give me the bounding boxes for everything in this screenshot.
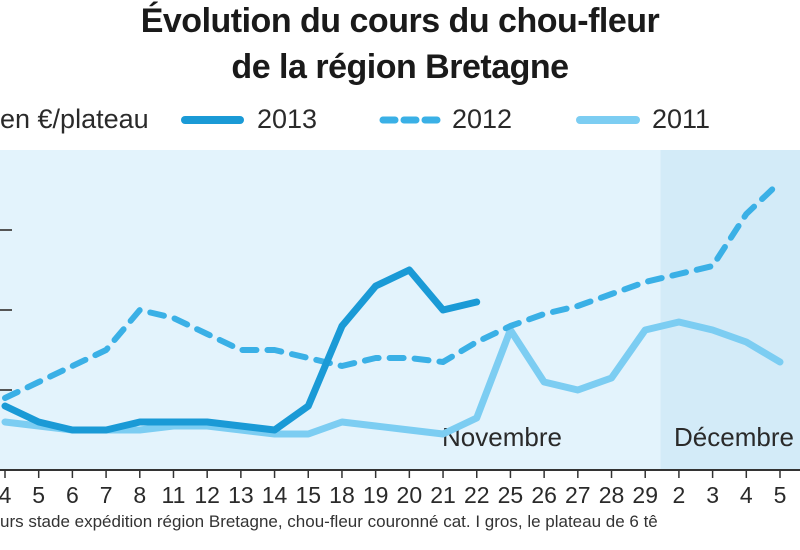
chart-title-line1: Évolution du cours du chou-fleur [140,2,660,40]
x-tick-label: 13 [228,482,254,508]
x-tick-label: 21 [430,482,456,508]
x-tick-label: 29 [632,482,658,508]
month-label-december: Décembre [674,422,794,452]
x-tick-label: 22 [464,482,490,508]
legend-label-2011: 2011 [652,104,711,134]
x-tick-label: 7 [100,482,113,508]
x-tick-label: 27 [565,482,591,508]
legend-label-2013: 2013 [257,104,318,134]
x-tick-label: 26 [531,482,557,508]
x-tick-label: 8 [133,482,146,508]
x-tick-label: 4 [740,482,753,508]
x-tick-label: 3 [706,482,719,508]
series-line-2011 [1,318,784,438]
series-line-2012 [2,179,783,401]
x-tick-label: 6 [66,482,79,508]
x-tick-label: 5 [774,482,787,508]
source-note: urs stade expédition région Bretagne, ch… [0,512,658,531]
legend-label-2012: 2012 [452,104,513,134]
x-tick-label: 20 [397,482,423,508]
y-axis-unit-label: en €/plateau [0,104,149,134]
x-tick-label: 18 [329,482,355,508]
x-tick-label: 15 [295,482,321,508]
chart-title-line2: de la région Bretagne [231,48,569,86]
x-tick-label: 28 [599,482,625,508]
x-tick-label: 14 [262,482,288,508]
series-line-2013 [1,266,481,434]
plot-background-december [660,150,800,470]
x-tick-label: 5 [32,482,45,508]
x-tick-label: 2 [673,482,686,508]
x-tick-label: 19 [363,482,389,508]
x-tick-label: 25 [498,482,524,508]
x-tick-label: 12 [194,482,220,508]
x-tick-label: 11 [162,482,186,508]
x-tick-label: 4 [0,482,12,508]
plot-background-november [0,150,661,470]
